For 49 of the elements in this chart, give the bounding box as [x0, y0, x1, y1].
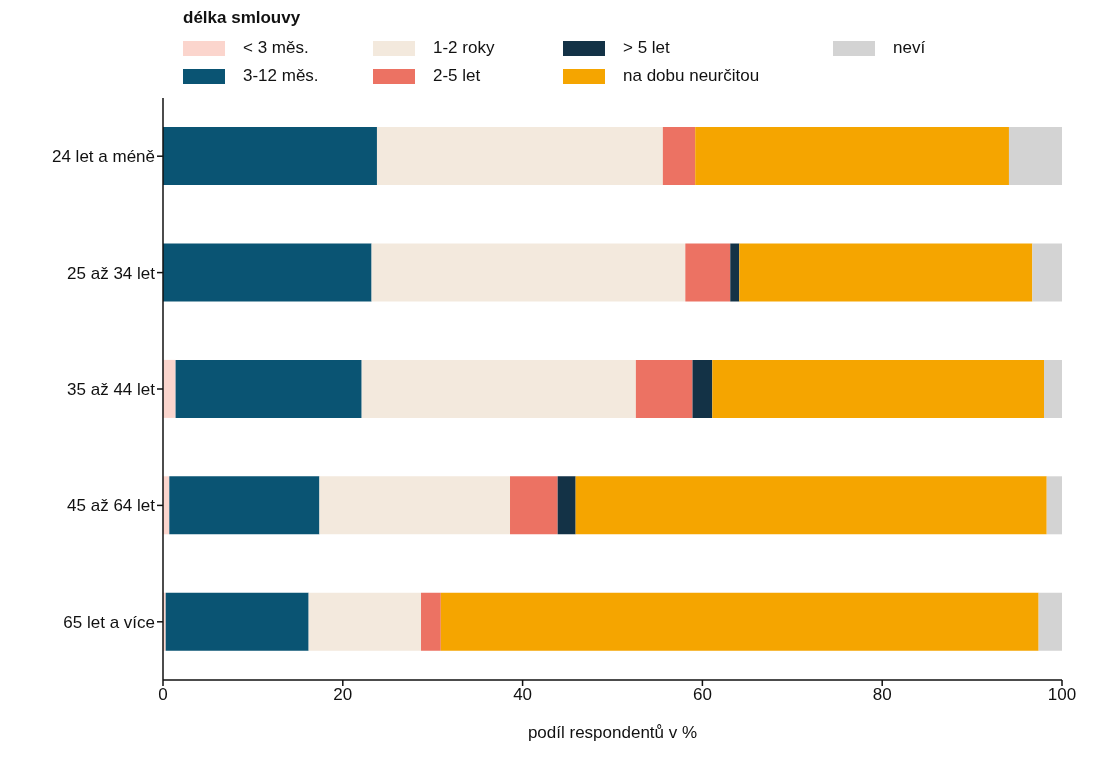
bar: [575, 476, 1047, 535]
bar: [730, 243, 740, 302]
y-tick-label: 25 až 34 let: [67, 263, 156, 283]
bar: [557, 476, 576, 535]
bar: [163, 243, 372, 302]
bar: [421, 592, 441, 651]
bar: [1032, 243, 1062, 302]
x-tick-label: 20: [333, 685, 353, 705]
bar: [175, 359, 362, 418]
bar: [376, 127, 663, 186]
bar: [1008, 127, 1062, 186]
bar: [695, 127, 1009, 186]
legend-title: délka smlouvy: [183, 8, 302, 28]
bar: [163, 127, 377, 186]
bar: [371, 243, 686, 302]
bar: [1044, 359, 1062, 418]
bar: [692, 359, 713, 418]
x-tick-label: 100: [1047, 685, 1077, 705]
bar: [712, 359, 1045, 418]
bar: [169, 476, 320, 535]
bar: [165, 592, 309, 651]
bar: [440, 592, 1039, 651]
legend-label: < 3 měs.: [243, 38, 309, 58]
legend-label: neví: [893, 38, 926, 58]
y-tick-label: 65 let a více: [63, 612, 155, 632]
x-tick-label: 0: [158, 685, 168, 705]
y-tick-label: 24 let a méně: [51, 147, 155, 167]
bar: [510, 476, 558, 535]
legend-label: > 5 let: [623, 38, 670, 58]
x-axis-title: podíl respondentů v %: [527, 723, 698, 742]
bar: [319, 476, 511, 535]
x-tick-label: 40: [513, 685, 533, 705]
y-tick-label: 45 až 64 let: [67, 496, 156, 516]
legend-label: na dobu neurčitou: [623, 66, 760, 86]
bar: [163, 359, 176, 418]
bar: [662, 127, 696, 186]
bar: [685, 243, 731, 302]
bar: [308, 592, 422, 651]
bar: [1046, 476, 1062, 535]
legend-label: 3-12 měs.: [243, 66, 319, 86]
legend-label: 1-2 roky: [433, 38, 495, 58]
y-tick-label: 35 až 44 let: [67, 380, 156, 400]
bar: [1038, 592, 1062, 651]
legend-label: 2-5 let: [433, 66, 481, 86]
x-tick-label: 60: [692, 685, 712, 705]
bar: [361, 359, 636, 418]
x-tick-label: 80: [872, 685, 892, 705]
bar: [635, 359, 693, 418]
bar: [739, 243, 1033, 302]
